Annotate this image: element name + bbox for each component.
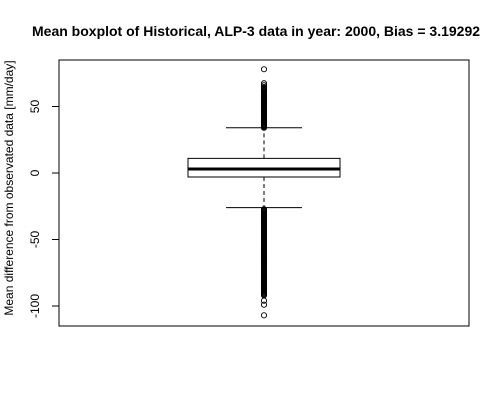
y-axis-ticks: -100 -50 0 50 bbox=[28, 100, 59, 318]
outlier-point bbox=[260, 297, 268, 304]
y-axis-label: Mean difference from observated data [mm… bbox=[2, 60, 16, 315]
y-tick-label: 0 bbox=[28, 169, 42, 176]
outlier-point bbox=[260, 84, 268, 91]
boxplot-group bbox=[187, 127, 341, 209]
y-tick-label: -100 bbox=[28, 294, 42, 318]
outlier-point bbox=[260, 301, 268, 308]
outlier-point bbox=[260, 312, 268, 319]
outlier-point bbox=[260, 80, 268, 87]
outlier-points bbox=[260, 66, 268, 319]
outlier-point bbox=[260, 82, 268, 89]
chart-title: Mean boxplot of Historical, ALP-3 data i… bbox=[32, 23, 480, 39]
outlier-point bbox=[260, 66, 268, 73]
y-tick-label: 50 bbox=[28, 100, 42, 114]
outlier-point bbox=[260, 206, 268, 213]
y-tick-label: -50 bbox=[28, 231, 42, 249]
